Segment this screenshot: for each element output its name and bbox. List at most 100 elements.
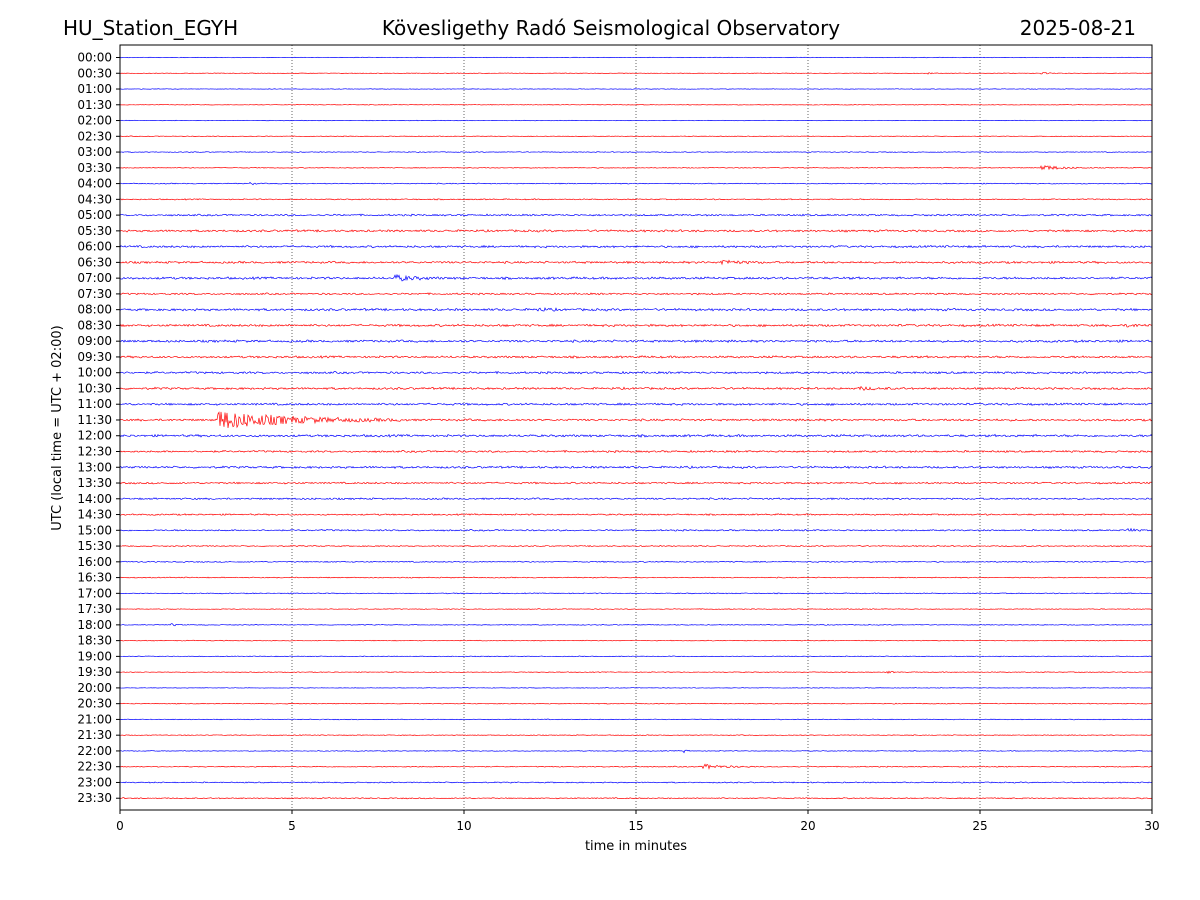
x-tick-label: 5 (288, 819, 296, 833)
trace-row (119, 339, 1153, 344)
trace-row (119, 433, 1153, 438)
y-tick-label: 12:00 (77, 429, 112, 443)
y-tick-label: 15:30 (77, 539, 112, 553)
trace-row (119, 88, 1153, 90)
y-tick-label: 19:30 (77, 665, 112, 679)
trace-row (119, 72, 1153, 75)
trace-row (119, 355, 1153, 359)
trace-row (119, 181, 1153, 186)
y-tick-label: 23:30 (77, 791, 112, 805)
y-tick-label: 04:30 (77, 192, 112, 206)
trace-row (119, 687, 1153, 689)
y-tick-label: 06:00 (77, 240, 112, 254)
trace-row (119, 734, 1153, 736)
trace-row (119, 481, 1153, 485)
trace-row (119, 449, 1153, 454)
trace-row (119, 151, 1153, 153)
y-tick-label: 01:00 (77, 82, 112, 96)
trace-row (119, 135, 1153, 138)
y-tick-label: 15:00 (77, 523, 112, 537)
y-tick-label: 11:00 (77, 397, 112, 411)
y-tick-label: 22:30 (77, 760, 112, 774)
trace-row (119, 718, 1153, 721)
trace-row (119, 763, 1153, 770)
y-tick-label: 20:30 (77, 697, 112, 711)
y-tick-label: 13:00 (77, 460, 112, 474)
x-tick-label: 30 (1144, 819, 1159, 833)
trace-row (119, 623, 1153, 627)
y-tick-label: 02:00 (77, 114, 112, 128)
date-label: 2025-08-21 (1019, 16, 1136, 40)
y-tick-label: 00:30 (77, 66, 112, 80)
y-tick-label: 16:00 (77, 555, 112, 569)
trace-row (119, 639, 1153, 642)
trace-row (119, 56, 1153, 59)
y-tick-label: 02:30 (77, 129, 112, 143)
y-tick-label: 14:30 (77, 508, 112, 522)
x-axis-ticks: 0 5 10 15 20 25 30 (116, 810, 1160, 833)
y-tick-label: 10:00 (77, 366, 112, 380)
y-tick-label: 18:00 (77, 618, 112, 632)
chart-title: Kövesligethy Radó Seismological Observat… (381, 16, 841, 40)
trace-row (119, 411, 1153, 429)
y-tick-label: 23:00 (77, 775, 112, 789)
trace-row (119, 244, 1153, 249)
y-tick-label: 22:00 (77, 744, 112, 758)
y-tick-label: 07:00 (77, 271, 112, 285)
y-tick-label: 04:00 (77, 177, 112, 191)
y-tick-label: 08:00 (77, 303, 112, 317)
trace-row (119, 592, 1153, 595)
y-tick-label: 21:00 (77, 712, 112, 726)
trace-row (119, 608, 1153, 610)
seismic-traces (119, 56, 1153, 800)
x-tick-label: 10 (456, 819, 471, 833)
trace-row (119, 797, 1153, 800)
y-tick-label: 03:30 (77, 161, 112, 175)
station-label: HU_Station_EGYH (63, 16, 239, 40)
trace-row (119, 385, 1153, 391)
y-tick-label: 17:00 (77, 586, 112, 600)
y-tick-label: 06:30 (77, 255, 112, 269)
trace-row (119, 273, 1153, 282)
y-tick-label: 18:30 (77, 634, 112, 648)
trace-row (119, 560, 1153, 563)
trace-row (119, 544, 1153, 548)
trace-row (119, 513, 1153, 516)
trace-row (119, 259, 1153, 266)
x-tick-label: 15 (628, 819, 643, 833)
y-tick-label: 05:30 (77, 224, 112, 238)
y-tick-label: 01:30 (77, 98, 112, 112)
trace-row (119, 198, 1153, 201)
trace-row (119, 228, 1153, 233)
trace-row (119, 497, 1153, 501)
y-tick-label: 07:30 (77, 287, 112, 301)
grid-lines (291, 45, 981, 810)
trace-row (119, 670, 1153, 674)
trace-row (119, 323, 1153, 328)
x-tick-label: 20 (800, 819, 815, 833)
y-axis-label: UTC (local time = UTC + 02:00) (50, 325, 65, 530)
trace-row (119, 119, 1153, 122)
trace-row (119, 702, 1153, 705)
y-tick-label: 11:30 (77, 413, 112, 427)
y-tick-label: 10:30 (77, 381, 112, 395)
y-tick-label: 05:00 (77, 208, 112, 222)
trace-row (119, 576, 1153, 579)
y-tick-label: 09:00 (77, 334, 112, 348)
trace-row (119, 402, 1153, 406)
y-tick-label: 08:30 (77, 318, 112, 332)
x-axis-label: time in minutes (585, 839, 687, 854)
y-tick-label: 14:00 (77, 492, 112, 506)
trace-row (119, 104, 1153, 106)
trace-row (119, 292, 1153, 296)
trace-row (119, 164, 1153, 171)
trace-row (119, 527, 1153, 532)
y-tick-label: 19:00 (77, 649, 112, 663)
trace-row (119, 781, 1153, 784)
trace-row (119, 213, 1153, 217)
y-tick-label: 12:30 (77, 445, 112, 459)
trace-row (119, 655, 1153, 658)
y-tick-label: 20:00 (77, 681, 112, 695)
